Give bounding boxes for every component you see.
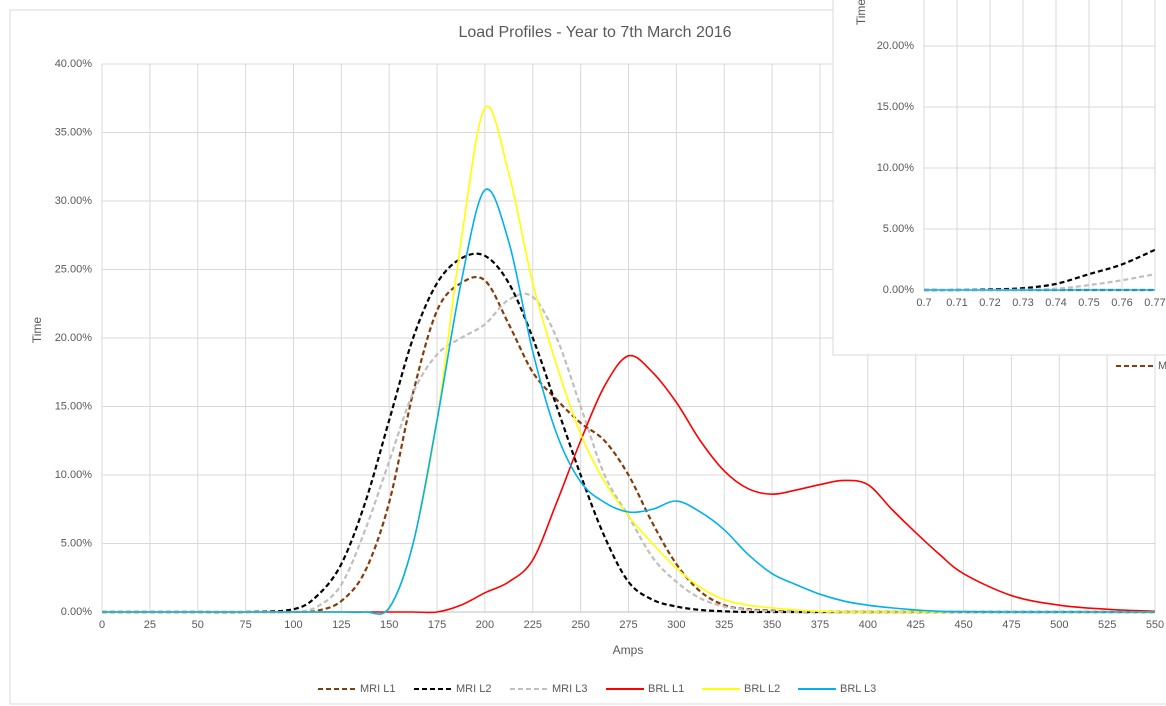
y-axis-label: Time <box>854 0 868 25</box>
x-tick-label: 525 <box>1098 619 1116 631</box>
x-tick-label: 275 <box>619 619 637 631</box>
x-tick-label: 550 <box>1146 619 1164 631</box>
x-tick-label: 200 <box>476 619 494 631</box>
legend-label: BRL L3 <box>840 683 876 695</box>
legend-label: BRL L1 <box>648 683 684 695</box>
x-tick-label: 450 <box>954 619 972 631</box>
x-tick-label: 350 <box>763 619 781 631</box>
x-tick-label: 25 <box>144 619 156 631</box>
y-tick-label: 5.00% <box>883 223 914 235</box>
y-tick-label: 10.00% <box>55 469 93 481</box>
x-tick-label: 0.73 <box>1012 297 1033 309</box>
x-tick-label: 500 <box>1050 619 1068 631</box>
y-tick-label: 0.00% <box>883 284 914 296</box>
inset-frame <box>832 0 1166 356</box>
x-tick-label: 125 <box>332 619 350 631</box>
x-tick-label: 475 <box>1002 619 1020 631</box>
x-tick-label: 375 <box>811 619 829 631</box>
legend-label: MRI L2 <box>456 683 491 695</box>
y-tick-label: 40.00% <box>55 58 93 70</box>
y-tick-label: 0.00% <box>61 606 92 618</box>
series-line <box>102 188 1155 615</box>
x-tick-label: 250 <box>571 619 589 631</box>
y-tick-label: 15.00% <box>877 101 915 113</box>
x-tick-label: 0.71 <box>946 297 967 309</box>
x-tick-label: 225 <box>524 619 542 631</box>
x-tick-label: 0.77 <box>1144 297 1165 309</box>
x-tick-label: 0.72 <box>979 297 1000 309</box>
y-tick-label: 10.00% <box>877 162 915 174</box>
y-tick-label: 20.00% <box>877 40 915 52</box>
y-tick-label: 5.00% <box>61 537 92 549</box>
x-tick-label: 0.7 <box>916 297 931 309</box>
x-tick-label: 300 <box>667 619 685 631</box>
inset-chart: Time 0.00% 5.00% 10.00% 15.00% 20.00% 0.7 0.71… <box>832 0 1166 372</box>
legend-label: MRI L1 <box>1158 360 1166 372</box>
x-tick-label: 0.74 <box>1045 297 1066 309</box>
x-tick-label: 425 <box>907 619 925 631</box>
y-tick-label: 30.00% <box>55 195 93 207</box>
x-tick-label: 0.75 <box>1078 297 1099 309</box>
y-axis-label: Time <box>30 317 44 344</box>
y-tick-label: 15.00% <box>55 400 93 412</box>
x-tick-label: 325 <box>715 619 733 631</box>
y-tick-label: 25.00% <box>55 263 93 275</box>
x-tick-label: 400 <box>859 619 877 631</box>
x-tick-label: 75 <box>239 619 251 631</box>
y-tick-label: 20.00% <box>55 332 93 344</box>
x-tick-label: 50 <box>192 619 204 631</box>
x-tick-label: 0 <box>99 619 105 631</box>
x-tick-label: 150 <box>380 619 398 631</box>
x-tick-label: 175 <box>428 619 446 631</box>
legend-label: MRI L3 <box>552 683 587 695</box>
x-axis-label: Amps <box>613 643 644 657</box>
x-tick-label: 0.76 <box>1111 297 1132 309</box>
chart-title: Load Profiles - Year to 7th March 2016 <box>458 24 731 41</box>
legend-label: MRI L1 <box>360 683 395 695</box>
legend-label: BRL L2 <box>744 683 780 695</box>
y-tick-label: 35.00% <box>55 126 93 138</box>
x-tick-label: 100 <box>284 619 302 631</box>
